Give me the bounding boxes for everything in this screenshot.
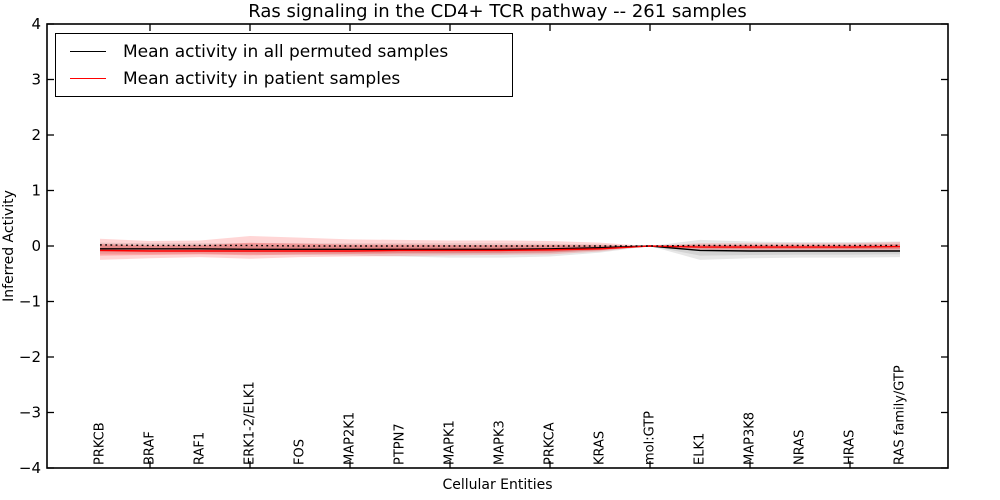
y-tick-label: 4 xyxy=(31,15,41,33)
y-tick-label: −1 xyxy=(19,293,41,311)
x-axis-label: Cellular Entities xyxy=(442,477,553,493)
legend-line-black-icon xyxy=(70,51,106,52)
y-tick-label: 0 xyxy=(31,237,41,255)
reference-dotted-line xyxy=(99,244,900,247)
x-category-label: MAPK3 xyxy=(493,420,508,465)
legend-label-patient: Mean activity in patient samples xyxy=(123,68,401,89)
x-category-label: MAP3K8 xyxy=(743,412,758,465)
x-category-label: MAPK1 xyxy=(443,420,458,465)
y-tick-label: 2 xyxy=(31,126,41,144)
patient-std-band-outer xyxy=(100,236,900,260)
y-tick-label: −3 xyxy=(19,404,41,422)
legend-line-red-icon xyxy=(70,78,106,79)
x-category-label: ERK1-2/ELK1 xyxy=(243,381,258,465)
patient-mean-line xyxy=(99,245,901,252)
x-category-label: RAS family/GTP xyxy=(893,365,908,465)
y-axis-label: Inferred Activity xyxy=(1,190,17,302)
x-category-label: RAF1 xyxy=(193,432,208,465)
permuted-mean-line xyxy=(100,245,900,252)
y-tick-label: 3 xyxy=(31,71,41,89)
y-tick-label: −4 xyxy=(19,459,41,477)
x-category-label: HRAS xyxy=(843,430,858,465)
x-category-label: ELK1 xyxy=(693,433,708,465)
legend-label-permuted: Mean activity in all permuted samples xyxy=(123,41,449,62)
x-category-label: FOS xyxy=(293,439,308,465)
x-category-label: KRAS xyxy=(593,431,608,465)
y-tick-label: 1 xyxy=(31,182,41,200)
legend-box: Mean activity in all permuted samples Me… xyxy=(55,33,513,97)
x-category-label: PRKCB xyxy=(93,422,108,465)
chart-title: Ras signaling in the CD4+ TCR pathway --… xyxy=(248,1,747,22)
x-category-label: PTPN7 xyxy=(393,423,408,465)
x-category-label: MAP2K1 xyxy=(343,412,358,465)
x-category-label: PRKCA xyxy=(543,422,558,465)
x-category-label: NRAS xyxy=(793,430,808,465)
legend-item-patient: Mean activity in patient samples xyxy=(70,65,512,92)
y-tick-label: −2 xyxy=(19,348,41,366)
x-category-label: mol:GTP xyxy=(643,411,658,465)
legend-item-permuted: Mean activity in all permuted samples xyxy=(70,38,512,65)
x-category-label: BRAF xyxy=(143,431,158,465)
